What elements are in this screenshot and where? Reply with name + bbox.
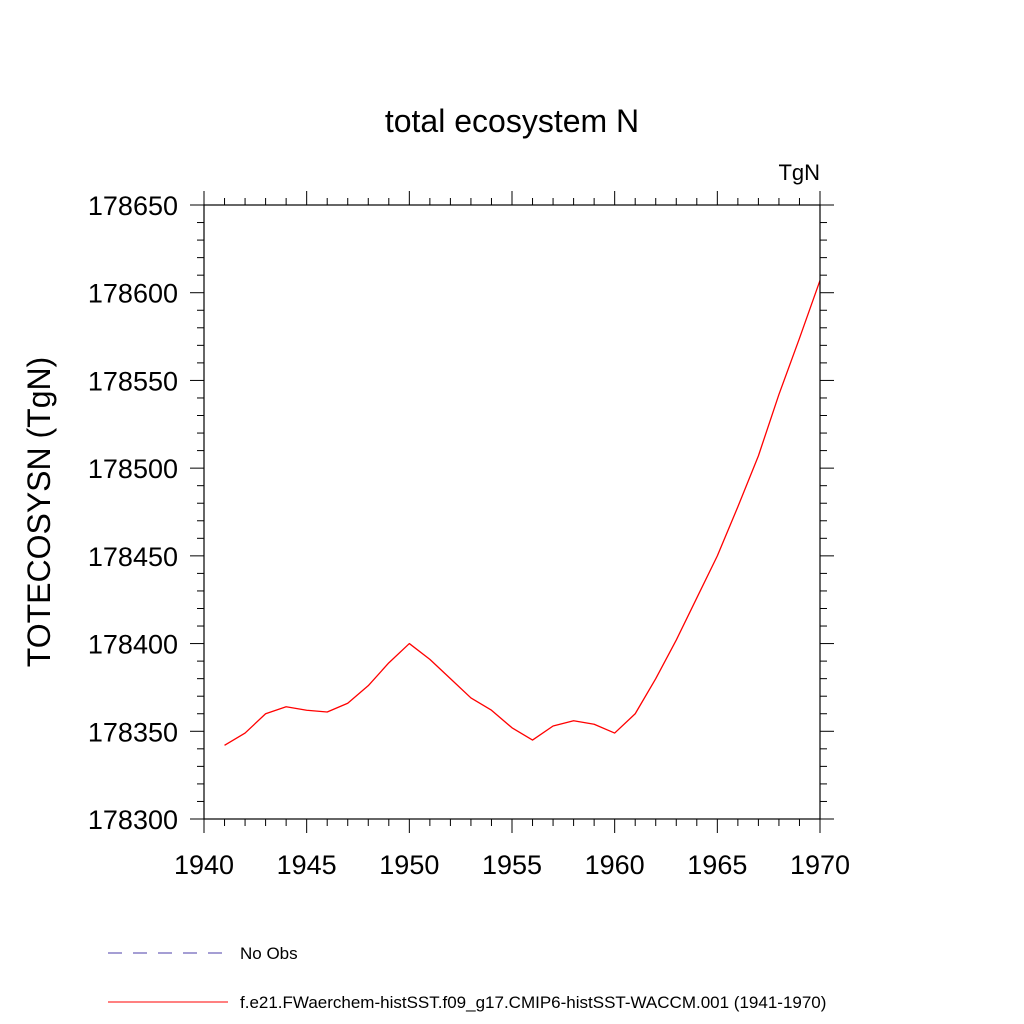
axis-tick-labels: 1940 1945 1950 1955 1960 1965 1970 178300 178350… [88, 191, 850, 880]
series-line [224, 280, 821, 746]
units-label: TgN [778, 160, 820, 185]
x-tick-label: 1950 [379, 850, 439, 880]
x-tick-label: 1945 [277, 850, 337, 880]
axis-ticks [190, 191, 834, 833]
x-tick-label: 1940 [174, 850, 234, 880]
y-tick-label: 178600 [88, 279, 178, 309]
y-axis-label: TOTECOSYSN (TgN) [21, 357, 57, 668]
y-tick-label: 178400 [88, 630, 178, 660]
legend-label-no-obs: No Obs [240, 944, 298, 963]
x-tick-label: 1955 [482, 850, 542, 880]
x-tick-label: 1965 [687, 850, 747, 880]
series-layer [224, 280, 821, 746]
legend-label-model: f.e21.FWaerchem-histSST.f09_g17.CMIP6-hi… [240, 993, 826, 1012]
y-tick-label: 178650 [88, 191, 178, 221]
x-tick-label: 1960 [585, 850, 645, 880]
y-tick-label: 178350 [88, 717, 178, 747]
y-tick-label: 178450 [88, 542, 178, 572]
y-tick-label: 178500 [88, 454, 178, 484]
plot-frame [203, 204, 821, 820]
chart-title: total ecosystem N [385, 103, 639, 139]
legend: No Obs f.e21.FWaerchem-histSST.f09_g17.C… [108, 944, 826, 1012]
y-tick-label: 178550 [88, 366, 178, 396]
x-tick-label: 1970 [790, 850, 850, 880]
y-tick-label: 178300 [88, 805, 178, 835]
